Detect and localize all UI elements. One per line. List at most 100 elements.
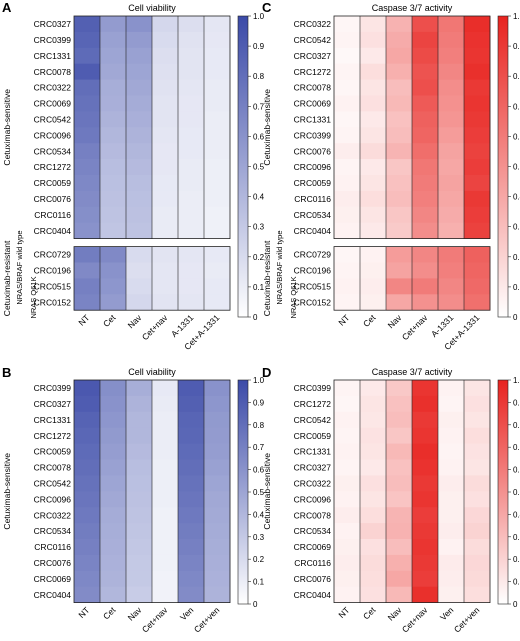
heatmap-group: CRC0322 CRC0542 CRC0327 CRC1272 CRC0078 CRC00… [294, 15, 491, 240]
heat-cell [204, 539, 231, 556]
row-label: CRC0542 [34, 479, 72, 489]
heatmap-group: CRC0729 CRC0196 CRC0515 CRC0152 [34, 246, 231, 311]
heat-cell [386, 222, 413, 239]
heat-cell [438, 79, 465, 96]
heat-cell [100, 411, 127, 429]
heat-cell [334, 411, 361, 429]
x-tick-label: Ven [178, 605, 196, 623]
row-label: CRC0116 [34, 542, 71, 552]
heat-cell [100, 16, 127, 33]
row-label: CRC0059 [294, 431, 332, 441]
heat-cell [386, 570, 413, 588]
heat-cell [438, 63, 465, 80]
heat-cell [438, 294, 465, 311]
heat-cell [334, 95, 361, 112]
row-label: CRC0404 [34, 590, 72, 600]
heat-cell [204, 262, 231, 279]
heat-cell [464, 411, 491, 429]
sub-label: NRAS Q61K [29, 276, 38, 318]
colorbar-tick-label: 0.8 [513, 72, 520, 81]
heat-cell [178, 262, 205, 279]
heat-cell [204, 222, 231, 239]
x-tick-label: Cet+nav [140, 604, 170, 634]
heat-cell [386, 159, 413, 176]
heat-cell [386, 459, 413, 476]
row-label: CRC0116 [294, 558, 331, 568]
colorbar-tick-label: 1.0 [253, 376, 265, 385]
heat-cell [386, 16, 413, 33]
heat-cell [178, 159, 205, 176]
colorbar-tick-label: 0.5 [253, 488, 265, 497]
heat-cell [360, 523, 387, 540]
colorbar [497, 15, 509, 318]
colorbar-tick-label: 0.1 [253, 283, 265, 292]
heat-cell [334, 427, 361, 444]
heat-cell [412, 395, 439, 413]
heat-cell [334, 459, 361, 476]
heat-cell [100, 127, 127, 144]
heat-cell [464, 262, 491, 279]
row-label: CRC1272 [294, 67, 332, 77]
heat-cell [204, 31, 231, 49]
heat-cell [152, 570, 179, 588]
colorbar-tick-label: 0.5 [513, 488, 520, 497]
heat-cell [126, 459, 153, 476]
panel-letter: A [2, 0, 12, 15]
heat-cell [438, 586, 465, 603]
heat-cell [74, 222, 101, 239]
colorbar-tick-label: 0.2 [513, 253, 520, 262]
heat-cell [334, 395, 361, 413]
heat-cell [178, 143, 205, 160]
heat-cell [178, 206, 205, 224]
heat-cell [100, 143, 127, 160]
heat-cell [100, 395, 127, 413]
heat-cell [464, 507, 491, 524]
heat-cell [204, 491, 231, 508]
heat-cell [204, 427, 231, 444]
heat-cell [438, 47, 465, 65]
heat-cell [74, 475, 101, 492]
heat-cell [126, 570, 153, 588]
heat-cell [438, 443, 465, 460]
heat-cell [100, 222, 127, 239]
sub-label: NRAS/BRAF wild type [15, 230, 24, 304]
heat-cell [204, 127, 231, 144]
row-label: CRC0399 [34, 35, 72, 45]
x-tick-label: Cet [101, 312, 118, 329]
heat-cell [100, 175, 127, 192]
heatmap-group: CRC0399 CRC1272 CRC0542 CRC0059 CRC1331 CRC03… [294, 379, 491, 604]
row-label: CRC0399 [34, 383, 72, 393]
x-tick-label: NT [76, 605, 91, 620]
heat-cell [412, 475, 439, 492]
heat-cell [100, 507, 127, 524]
heat-cell [74, 16, 101, 33]
heat-cell [438, 262, 465, 279]
heat-cell [438, 523, 465, 540]
colorbar-tick-label: 0.6 [513, 132, 520, 141]
sub-label: NRAS/BRAF wild type [275, 230, 284, 304]
heat-cell [152, 63, 179, 80]
row-label: CRC0076 [34, 194, 72, 204]
heat-cell [360, 206, 387, 224]
heat-cell [412, 427, 439, 444]
heat-cell [464, 159, 491, 176]
heat-cell [464, 554, 491, 572]
colorbar-tick-label: 0.7 [253, 102, 265, 111]
colorbar-tick-label: 0 [513, 600, 518, 609]
heat-cell [412, 491, 439, 508]
x-tick-label: NT [336, 605, 351, 620]
heat-cell [334, 380, 361, 397]
row-label: CRC0399 [294, 383, 332, 393]
heat-cell [178, 111, 205, 128]
heat-cell [74, 507, 101, 524]
heat-cell [74, 206, 101, 224]
colorbar-tick-label: 0.3 [253, 223, 265, 232]
heat-cell [360, 475, 387, 492]
row-label: CRC0096 [34, 494, 72, 504]
heat-cell [386, 507, 413, 524]
heat-cell [126, 47, 153, 65]
x-tick-label: Cet [361, 604, 378, 621]
heat-cell [360, 459, 387, 476]
heat-cell [464, 491, 491, 508]
heat-cell [334, 262, 361, 279]
